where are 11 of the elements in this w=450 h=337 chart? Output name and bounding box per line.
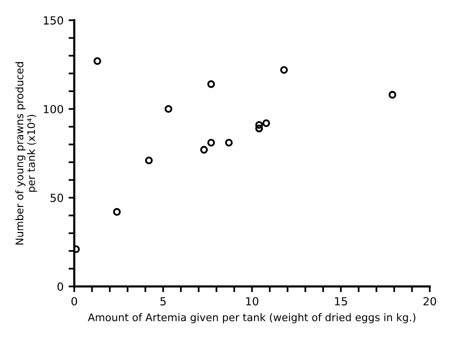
x-axis-title: Amount of Artemia given per tank (weight of dried eggs in kg.) bbox=[88, 313, 416, 324]
x-tick-label: 5 bbox=[160, 297, 166, 306]
x-tick-label: 0 bbox=[71, 297, 78, 306]
y-tick-label: 0 bbox=[57, 282, 64, 291]
y-tick-label: 150 bbox=[44, 16, 64, 25]
x-tick-label: 20 bbox=[423, 297, 436, 306]
y-axis-title: Number of young prawns produced per tank (x10⁴) bbox=[15, 62, 38, 244]
x-tick-label: 10 bbox=[246, 297, 258, 306]
x-tick-label: 15 bbox=[335, 297, 347, 306]
y-tick-label: 50 bbox=[50, 194, 64, 202]
y-tick-label: 100 bbox=[44, 104, 64, 114]
